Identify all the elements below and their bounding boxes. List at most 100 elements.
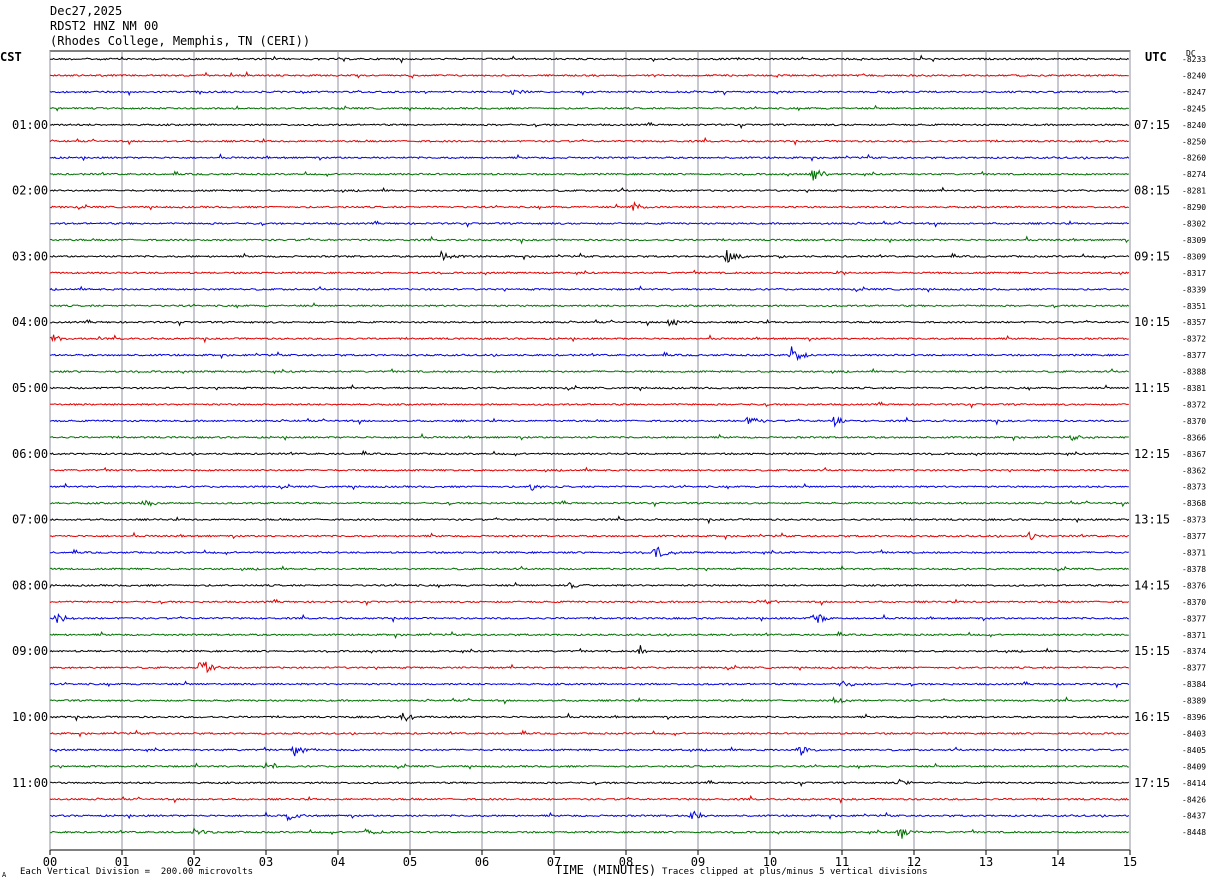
x-tick-label: 03 [259,855,273,869]
trace-line [49,645,1130,655]
left-hour-label: 10:00 [12,710,48,724]
dc-offset-label: -8396 [1182,713,1206,722]
right-hour-label: 11:15 [1134,381,1170,395]
dc-offset-label: -8448 [1182,828,1206,837]
dc-offset-label: -8274 [1182,170,1206,179]
trace-line [49,449,1130,457]
dc-offset-label: -8376 [1182,581,1206,590]
left-hour-label: 03:00 [12,249,48,263]
dc-offset-label: -8377 [1182,532,1206,541]
right-hour-label: 15:15 [1134,644,1170,658]
dc-offset-label: -8240 [1182,121,1206,130]
dc-offset-label: -8372 [1182,400,1206,409]
dc-offset-label: -8405 [1182,746,1206,755]
trace-line [49,70,1129,79]
dc-offset-label: -8384 [1182,680,1206,689]
dc-offset-label: -8317 [1182,269,1206,278]
trace-line [49,680,1130,689]
x-tick-label: 12 [907,855,921,869]
right-hour-label: 17:15 [1134,776,1170,790]
dc-offset-label: -8233 [1182,55,1206,64]
trace-line [49,269,1130,276]
left-hour-label: 01:00 [12,118,48,132]
trace-line [49,515,1130,525]
header-station: RDST2 HNZ NM 00 [50,19,159,33]
dc-offset-label: -8426 [1182,795,1206,804]
trace-line [49,136,1129,146]
trace-line [49,220,1129,228]
right-hour-label: 13:15 [1134,513,1170,527]
left-hour-label: 06:00 [12,447,48,461]
left-hour-label: 05:00 [12,381,48,395]
trace-line [49,104,1129,112]
x-axis-label: TIME (MINUTES) [555,863,657,877]
dc-offset-label: -8357 [1182,318,1206,327]
footer-scale-note: Each Vertical Division = 200.00 microvol… [20,867,253,877]
header-date: Dec27,2025 [50,4,123,18]
x-tick-label: 11 [835,855,849,869]
axis-labels: 00 01 02 03 04 05 06 07 08 09 10 11 12 13 14 15 -8233 -82… [12,55,1206,869]
dc-offset-label: -8250 [1182,137,1206,146]
dc-offset-label: -8240 [1182,71,1206,80]
dc-offset-label: -8414 [1182,779,1206,788]
x-tick-label: 00 [43,855,57,869]
trace-line [49,383,1130,392]
dc-offset-label: -8245 [1182,104,1206,113]
dc-offset-label: -8309 [1182,252,1206,261]
header-location: (Rhodes College, Memphis, TN (CERI)) [50,34,311,48]
trace-line [49,416,1129,428]
x-tick-label: 02 [187,855,201,869]
dc-offset-label: -8409 [1182,762,1206,771]
x-tick-label: 04 [331,855,345,869]
right-hour-label: 07:15 [1134,118,1170,132]
trace-line [49,432,1129,442]
dc-offset-label: -8302 [1182,220,1206,229]
dc-offset-label: -8370 [1182,598,1206,607]
dc-offset-label: -8370 [1182,417,1206,426]
trace-line [49,661,1130,674]
x-tick-label: 05 [403,855,417,869]
dc-offset-label: -8377 [1182,664,1206,673]
dc-offset-label: -8290 [1182,203,1206,212]
right-hour-label: 12:15 [1134,447,1170,461]
x-tick-label: 01 [115,855,129,869]
trace-line [49,712,1129,722]
dc-offset-label: -8437 [1182,812,1206,821]
trace-line [49,401,1129,409]
dc-offset-label: -8388 [1182,368,1206,377]
footer-corner-mark: A [2,871,7,879]
trace-line [49,630,1129,639]
dc-offset-label: -8368 [1182,499,1206,508]
left-hour-label: 07:00 [12,513,48,527]
dc-offset-label: -8366 [1182,433,1206,442]
dc-offset-label: -8381 [1182,384,1206,393]
trace-line [49,285,1129,293]
dc-offset-label: -8362 [1182,466,1206,475]
trace-line [49,499,1130,508]
trace-line [49,745,1129,757]
left-hour-label: 09:00 [12,644,48,658]
right-hour-label: 09:15 [1134,249,1170,263]
trace-line [49,466,1129,473]
trace-line [49,546,1129,557]
trace-line [49,89,1129,97]
trace-line [50,54,1130,64]
trace-line [49,121,1129,130]
dc-offset-label: -8371 [1182,549,1206,558]
x-tick-label: 06 [475,855,489,869]
trace-line [49,346,1130,362]
right-hour-label: 16:15 [1134,710,1170,724]
trace-line [49,334,1129,344]
x-tick-label: 09 [691,855,705,869]
trace-line [49,598,1130,607]
x-tick-label: 10 [763,855,777,869]
trace-line [49,186,1129,194]
x-tick-label: 07 [547,855,561,869]
trace-line [49,201,1130,211]
dc-offset-label: -8372 [1182,335,1206,344]
trace-line [49,810,1130,822]
x-tick-label: 13 [979,855,993,869]
left-hour-label: 11:00 [12,776,48,790]
dc-offset-label: -8351 [1182,302,1206,311]
